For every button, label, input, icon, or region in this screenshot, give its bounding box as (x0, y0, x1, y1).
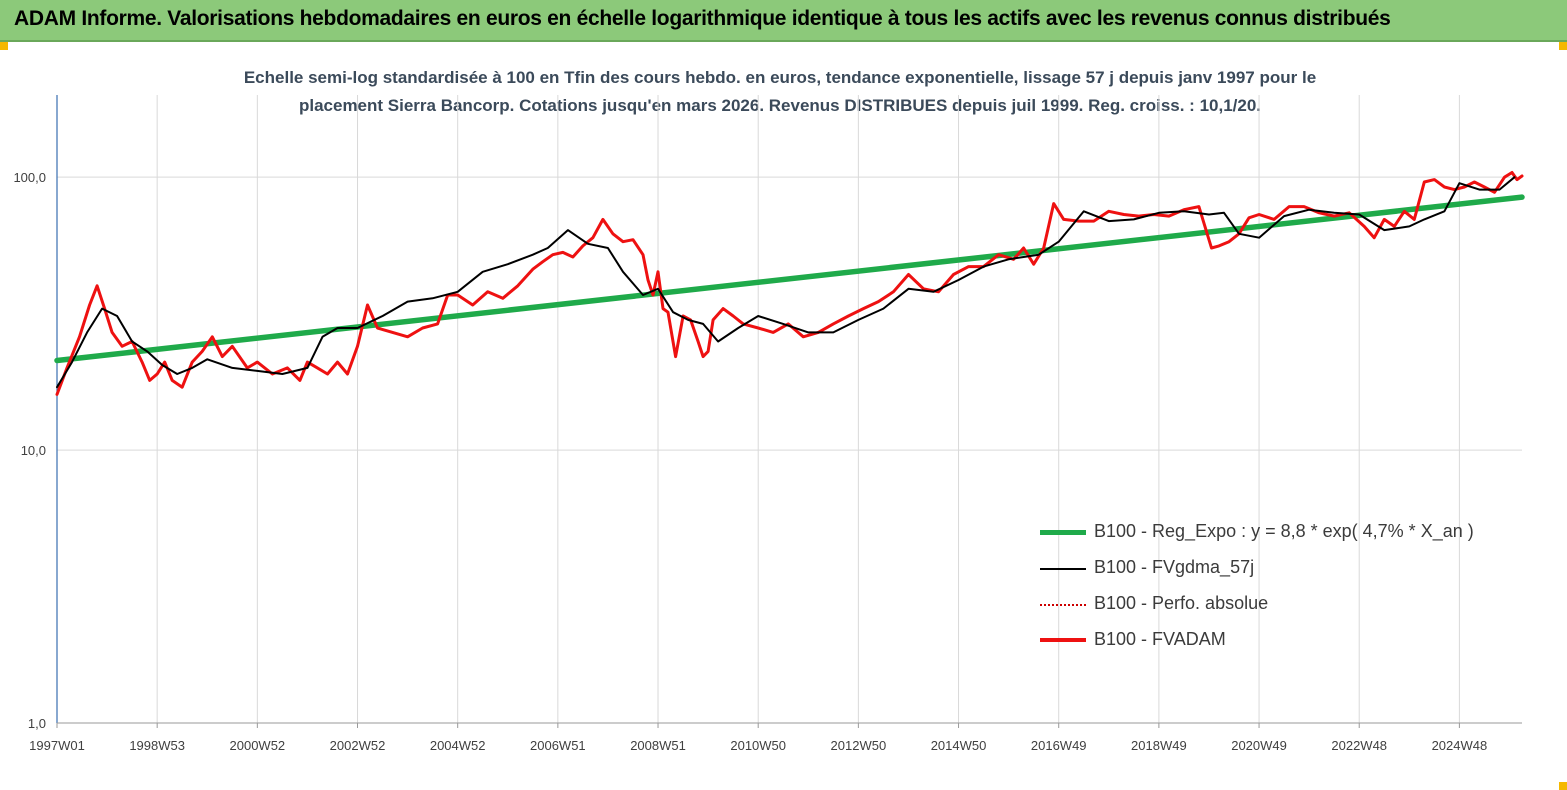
legend-label-regression: B100 - Reg_Expo : y = 8,8 * exp( 4,7% * … (1094, 521, 1474, 541)
y-tick-label: 1,0 (28, 716, 46, 731)
report-header: ADAM Informe. Valorisations hebdomadaire… (0, 0, 1567, 42)
legend-swatch-fvgdma (1040, 568, 1086, 570)
x-tick-label: 2000W52 (230, 738, 286, 753)
x-tick-label: 1997W01 (29, 738, 85, 753)
legend-label-fvgdma: B100 - FVgdma_57j (1094, 557, 1255, 577)
x-tick-label: 2018W49 (1131, 738, 1187, 753)
legend-swatch-fvadam (1040, 638, 1086, 642)
x-tick-label: 1998W53 (129, 738, 185, 753)
x-tick-label: 2024W48 (1432, 738, 1488, 753)
report-title: ADAM Informe. Valorisations hebdomadaire… (14, 7, 1391, 30)
legend-swatch-perfo (1040, 604, 1086, 606)
y-tick-label: 10,0 (21, 443, 46, 458)
grid-layer (57, 95, 1522, 724)
x-tick-label: 2016W49 (1031, 738, 1087, 753)
corner-marker-top-right (1559, 42, 1567, 50)
series-fvadam-line (55, 171, 1524, 396)
x-tick-label: 2020W49 (1231, 738, 1287, 753)
corner-marker-bottom-right (1559, 782, 1567, 790)
x-tick-label: 2004W52 (430, 738, 486, 753)
chart-title-line-1: Echelle semi-log standardisée à 100 en T… (243, 68, 1317, 87)
legend-label-fvadam: B100 - FVADAM (1094, 629, 1226, 649)
x-tick-label: 2010W50 (730, 738, 786, 753)
legend-swatch-regression (1040, 530, 1086, 535)
x-tick-label: 2022W48 (1331, 738, 1387, 753)
x-tick-label: 2008W51 (630, 738, 686, 753)
x-tick-label: 2002W52 (330, 738, 386, 753)
series-layer (54, 171, 1525, 396)
x-tick-label: 2006W51 (530, 738, 586, 753)
series-regression-line (54, 194, 1525, 364)
legend-label-perfo: B100 - Perfo. absolue (1094, 593, 1269, 613)
chart-title-line-2: placement Sierra Bancorp. Cotations jusq… (298, 96, 1262, 115)
corner-marker-top-left (0, 42, 8, 50)
chart-title: Echelle semi-log standardisée à 100 en T… (130, 64, 1430, 120)
y-tick-label: 100,0 (13, 170, 46, 185)
x-tick-label: 2012W50 (831, 738, 887, 753)
x-tick-label: 2014W50 (931, 738, 987, 753)
series-fvgdma-line (56, 176, 1516, 389)
axis-layer: 1997W01 1998W53 2000W52 2002W52 2004W52 2006W… (13, 95, 1522, 753)
